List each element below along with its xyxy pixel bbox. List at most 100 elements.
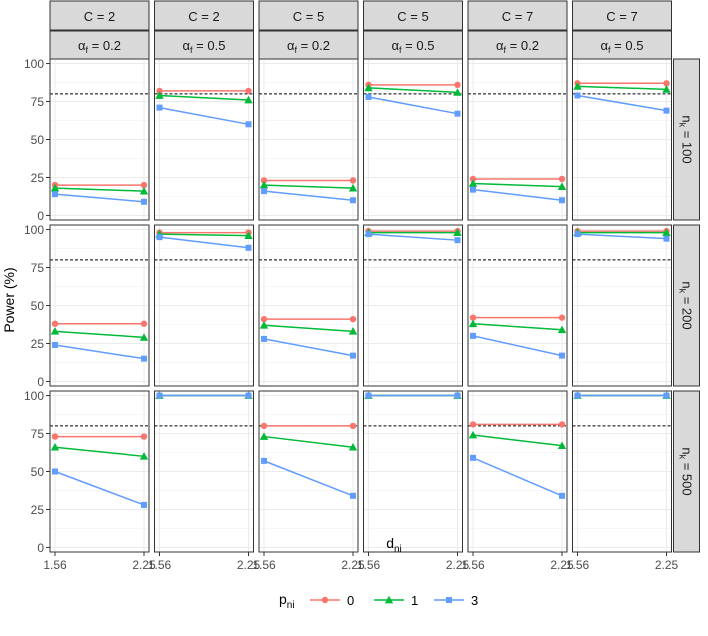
point-p3 [261, 188, 267, 195]
series-line-p3 [263, 338, 354, 357]
strip-c-label: C = 7 [606, 9, 637, 24]
panel-border [258, 58, 359, 221]
panel-r3-c6 [572, 390, 672, 553]
strip-alpha-value: = 0.2 [506, 38, 539, 53]
point-p0 [51, 320, 59, 327]
series-line-p1 [472, 322, 563, 331]
y-tick-label: 0 [37, 209, 44, 223]
strip-alpha-label: αf = 0.2 [287, 38, 330, 55]
strip-alpha-label: αf = 0.2 [496, 38, 539, 55]
point-p1 [662, 85, 671, 93]
panel-r3-c4 [363, 390, 463, 553]
panel-border [154, 390, 254, 553]
strip-alpha-box [258, 30, 359, 61]
point-p0 [140, 181, 148, 189]
series-line-p1 [263, 324, 354, 333]
legend-key-marker [384, 595, 394, 604]
panel-r2-c5 [467, 224, 568, 387]
series-line-p1 [54, 330, 145, 339]
point-p1 [155, 91, 164, 99]
x-axis-title: dni [386, 535, 402, 555]
x-tick-label: 1.56 [357, 558, 381, 572]
point-p0 [51, 433, 59, 440]
panel-r3-c1 [49, 390, 150, 553]
x-tick-label: 2.25 [446, 558, 470, 572]
series-line-p3 [159, 236, 249, 249]
series-line-p1 [472, 182, 563, 188]
panel-border [363, 224, 463, 387]
strip-alpha-box [572, 30, 672, 61]
row-strip-sub: k [678, 123, 688, 128]
legend-key-marker [321, 596, 329, 604]
row-strip-1: nk = 100 [673, 58, 700, 221]
point-p1 [50, 327, 60, 335]
point-p1 [139, 186, 149, 195]
strip-alpha-sub: f [190, 45, 193, 55]
series-line-p1 [577, 85, 667, 91]
strip-alpha-label: αf = 0.5 [392, 38, 435, 55]
point-p3 [559, 352, 565, 359]
strip-alpha-label: αf = 0.5 [183, 38, 226, 55]
point-p1 [468, 319, 478, 328]
panel-r1-c2 [154, 58, 254, 221]
panel-r2-c1 [49, 224, 150, 387]
point-p3 [470, 186, 476, 193]
row-strip-label: nk = 100 [678, 115, 695, 163]
point-p0 [663, 80, 670, 87]
panel-r1-c6 [572, 58, 672, 221]
strip-c-box [49, 0, 150, 31]
y-tick-label: 100 [24, 389, 44, 403]
point-p1 [244, 95, 253, 104]
point-p3 [261, 457, 267, 464]
y-tick-label: 0 [37, 541, 44, 555]
x-tick-label: 1.56 [461, 558, 485, 572]
point-p3 [52, 341, 58, 348]
x-tick-label: 1.56 [252, 558, 276, 572]
point-p0 [469, 175, 477, 183]
strip-alpha-sub: f [399, 45, 402, 55]
strip-alpha-value: = 0.5 [402, 38, 435, 53]
y-tick-label: 100 [24, 223, 44, 237]
panel-r2-c3 [258, 224, 359, 387]
point-p1 [259, 321, 269, 329]
y-tick-label: 75 [31, 261, 45, 275]
series-line-p1 [159, 233, 249, 237]
panel-border [467, 58, 568, 221]
row-strip-sub: k [678, 455, 688, 460]
series-line-p3 [472, 457, 563, 497]
point-p3 [454, 237, 461, 244]
series-line-p1 [159, 94, 249, 101]
y-tick-label: 25 [31, 337, 45, 351]
panel-border [467, 390, 568, 553]
legend-title-main: p [279, 591, 287, 607]
strip-c-label: C = 5 [293, 9, 324, 24]
strip-alpha-sub: f [608, 45, 611, 55]
panel-r1-c1 [49, 58, 150, 221]
strip-alpha-symbol: α [496, 38, 504, 53]
point-p3 [470, 454, 476, 461]
panel-border [154, 58, 254, 221]
point-p0 [349, 177, 357, 184]
point-p3 [365, 231, 372, 238]
point-p1 [468, 179, 478, 187]
row-strip-label: nk = 200 [678, 281, 695, 329]
y-tick-label: 0 [37, 375, 44, 389]
series-line-p3 [577, 94, 667, 112]
column-strip-3: C = 5 αf = 0.2 [258, 0, 359, 61]
legend-entry-label: 3 [471, 593, 478, 608]
point-p0 [260, 422, 268, 430]
point-p3 [350, 352, 356, 359]
y-tick-label: 50 [31, 465, 45, 479]
point-p1 [139, 333, 149, 341]
series-line-p1 [54, 446, 145, 458]
row-strip-value: = 100 [680, 127, 695, 164]
point-p1 [557, 325, 567, 334]
point-p0 [454, 81, 461, 89]
x-tick-label: 2.25 [550, 558, 574, 572]
strip-alpha-sub: f [295, 45, 298, 55]
point-p3 [156, 104, 163, 111]
legend-key-marker [446, 597, 452, 603]
point-p0 [140, 320, 148, 327]
panels-layer: C = 2αf = 0.2C = 2αf = 0.5C = 5αf = 0.2C… [24, 0, 700, 572]
